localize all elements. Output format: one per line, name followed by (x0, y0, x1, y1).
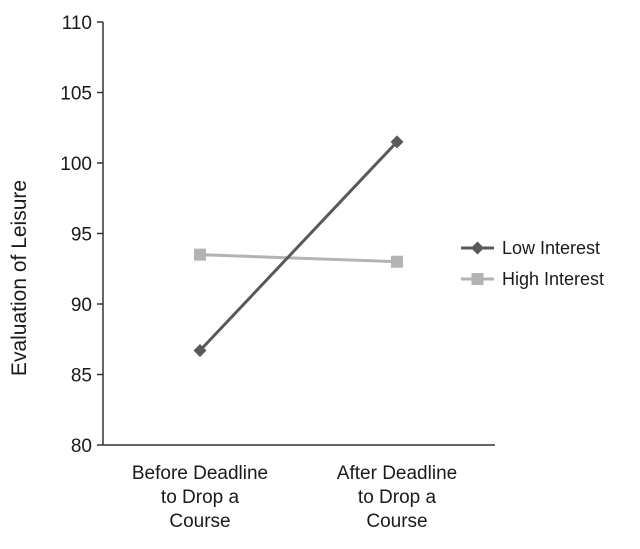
series-low-interest (193, 135, 404, 358)
data-point (193, 344, 207, 358)
y-tick-label: 90 (71, 295, 92, 316)
y-tick-label: 85 (71, 366, 92, 387)
legend-item: High Interest (461, 269, 604, 289)
series-high-interest (194, 248, 403, 268)
series (193, 135, 404, 358)
y-tick-label: 105 (60, 84, 92, 105)
data-point (391, 255, 403, 268)
y-axis-label: Evaluation of Leisure (8, 180, 31, 376)
legend-label: Low Interest (502, 238, 600, 258)
data-point (194, 248, 206, 261)
legend-marker (471, 241, 484, 255)
x-tick-label: Before Deadline to Drop a Course (132, 463, 268, 532)
legend-label: High Interest (502, 269, 604, 289)
y-tick-label: 110 (62, 13, 92, 34)
series-line (198, 140, 399, 352)
y-tick-label: 100 (60, 154, 92, 175)
y-axis: 80 85 90 95 100 105 110 (60, 13, 104, 457)
y-tick-label: 95 (71, 225, 92, 246)
y-tick-label: 80 (71, 436, 92, 457)
legend: Low Interest High Interest (461, 238, 604, 289)
x-tick-label: After Deadline to Drop a Course (337, 463, 457, 532)
legend-item: Low Interest (461, 238, 600, 258)
legend-marker (471, 273, 484, 285)
data-point (390, 135, 404, 149)
x-axis: Before Deadline to Drop a Course After Dead… (103, 444, 495, 532)
series-line (199, 253, 398, 264)
